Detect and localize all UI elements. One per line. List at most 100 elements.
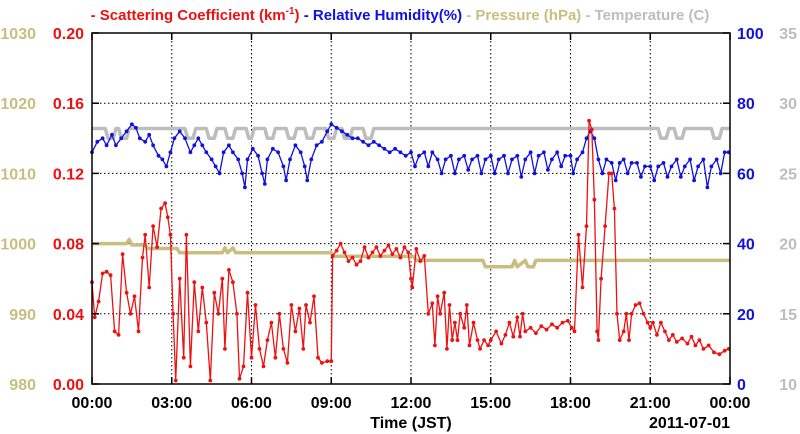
data-point-relative-humidity	[245, 157, 250, 162]
data-point-relative-humidity	[250, 146, 255, 151]
data-point-relative-humidity	[515, 153, 520, 158]
data-point-scattering-coefficient	[499, 341, 504, 346]
data-point-scattering-coefficient	[467, 343, 472, 348]
legend-entry: - Temperature (C)	[581, 7, 709, 24]
data-point-scattering-coefficient	[624, 311, 629, 316]
data-point-relative-humidity	[665, 175, 670, 179]
data-point-scattering-coefficient	[659, 320, 663, 325]
data-point-scattering-coefficient	[289, 303, 294, 307]
legend-entry-superscript: -1	[286, 6, 295, 17]
y-tick-label-pressure: 1010	[0, 166, 36, 183]
data-point-scattering-coefficient	[410, 285, 415, 290]
data-point-scattering-coefficient	[293, 329, 298, 334]
data-point-relative-humidity	[696, 164, 700, 169]
data-point-scattering-coefficient	[231, 280, 235, 285]
data-point-scattering-coefficient	[655, 333, 659, 337]
data-point-scattering-coefficient	[488, 338, 493, 342]
data-point-scattering-coefficient	[580, 285, 585, 290]
data-point-scattering-coefficient	[301, 347, 306, 351]
data-point-relative-humidity	[546, 168, 550, 172]
data-point-scattering-coefficient	[584, 224, 589, 229]
data-point-scattering-coefficient	[112, 329, 117, 334]
data-point-scattering-coefficient	[200, 285, 205, 290]
data-point-scattering-coefficient	[297, 306, 302, 311]
data-point-relative-humidity	[134, 125, 138, 130]
data-point-scattering-coefficient	[354, 262, 359, 267]
y-tick-label-pressure: 1000	[0, 237, 36, 254]
data-point-scattering-coefficient	[494, 329, 498, 334]
data-point-relative-humidity	[580, 150, 585, 155]
data-point-relative-humidity	[217, 171, 222, 176]
data-point-relative-humidity	[260, 171, 264, 176]
data-point-scattering-coefficient	[438, 311, 443, 316]
data-point-relative-humidity	[221, 150, 226, 155]
data-point-relative-humidity	[276, 150, 280, 155]
data-point-scattering-coefficient	[458, 311, 463, 316]
data-point-scattering-coefficient	[406, 250, 411, 255]
data-point-scattering-coefficient	[534, 331, 538, 335]
data-point-relative-humidity	[236, 157, 241, 162]
data-point-scattering-coefficient	[478, 347, 482, 351]
data-point-scattering-coefficient	[124, 290, 129, 295]
data-point-relative-humidity	[143, 139, 148, 144]
data-point-scattering-coefficient	[281, 347, 286, 351]
y-tick-label-pressure: 980	[9, 377, 36, 394]
data-point-scattering-coefficient	[171, 311, 176, 316]
legend-entry-tail: )	[295, 7, 300, 24]
data-point-scattering-coefficient	[329, 359, 334, 364]
data-point-relative-humidity	[284, 178, 288, 183]
data-point-scattering-coefficient	[374, 245, 379, 250]
x-tick-label: 00:00	[72, 395, 113, 412]
data-point-scattering-coefficient	[418, 259, 423, 263]
legend-row: - Scattering Coefficient (km-1) - Relati…	[91, 6, 710, 24]
data-point-relative-humidity	[305, 178, 310, 183]
data-point-relative-humidity	[196, 136, 201, 141]
data-point-scattering-coefficient	[312, 294, 316, 299]
data-point-scattering-coefficient	[589, 127, 594, 132]
data-point-scattering-coefficient	[235, 311, 239, 316]
data-point-scattering-coefficient	[464, 303, 469, 307]
axes: 00:00 03:00 06:00 09:00 12:00 15:00 18:00 21:00…	[0, 26, 797, 432]
y-tick-label-humidity: 80	[737, 96, 755, 113]
data-point-relative-humidity	[302, 164, 307, 169]
data-point-relative-humidity	[151, 143, 156, 148]
data-point-relative-humidity	[506, 171, 510, 176]
data-point-relative-humidity	[443, 157, 448, 162]
data-point-scattering-coefficient	[120, 252, 125, 256]
data-point-relative-humidity	[147, 132, 152, 137]
data-point-scattering-coefficient	[358, 259, 363, 263]
data-point-relative-humidity	[104, 143, 109, 148]
data-point-scattering-coefficient	[450, 338, 455, 342]
data-point-relative-humidity	[575, 157, 579, 162]
data-point-relative-humidity	[156, 153, 161, 158]
data-point-scattering-coefficient	[173, 378, 178, 383]
data-point-relative-humidity	[200, 143, 205, 148]
data-point-relative-humidity	[334, 125, 339, 130]
data-point-scattering-coefficient	[560, 320, 565, 325]
data-point-relative-humidity	[643, 164, 647, 169]
x-tick-label: 15:00	[470, 395, 511, 412]
data-point-relative-humidity	[377, 143, 381, 148]
data-point-scattering-coefficient	[507, 320, 512, 325]
data-point-relative-humidity	[457, 157, 461, 162]
data-point-scattering-coefficient	[257, 347, 262, 351]
y-tick-label-pressure: 1020	[0, 96, 36, 113]
data-point-scattering-coefficient	[414, 247, 419, 251]
data-point-relative-humidity	[329, 122, 334, 127]
series-line-scattering-coefficient	[91, 120, 729, 382]
data-point-relative-humidity	[320, 139, 324, 144]
data-point-relative-humidity	[314, 143, 319, 148]
data-point-relative-humidity	[488, 153, 493, 158]
data-point-relative-humidity	[430, 150, 435, 155]
data-point-relative-humidity	[592, 136, 597, 141]
data-point-scattering-coefficient	[390, 252, 395, 256]
legend-entry: - Scattering Coefficient (km	[91, 7, 286, 24]
y-tick-label-humidity: 100	[737, 26, 764, 43]
data-point-relative-humidity	[398, 150, 403, 155]
data-point-relative-humidity	[532, 171, 537, 176]
data-point-scattering-coefficient	[220, 276, 225, 281]
data-point-scattering-coefficient	[143, 232, 148, 237]
data-point-scattering-coefficient	[188, 364, 193, 369]
data-point-relative-humidity	[371, 139, 376, 144]
